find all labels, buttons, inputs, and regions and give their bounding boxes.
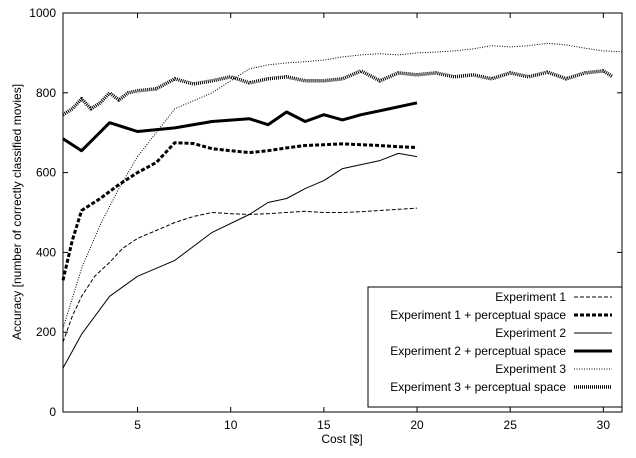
series-line-2 (61, 141, 418, 281)
x-tick-label: 5 (134, 418, 141, 432)
series-line-1 (62, 207, 418, 343)
x-tick-label: 15 (317, 418, 331, 432)
y-axis-label: Accuracy [number of correctly classified… (10, 84, 24, 340)
series-line-6 (62, 69, 614, 117)
legend-label-1: Experiment 1 (495, 290, 566, 304)
y-tick-label: 200 (36, 325, 56, 339)
series-line-3 (62, 152, 418, 369)
legend-label-2: Experiment 1 + perceptual space (390, 308, 566, 322)
x-axis-label: Cost [$] (321, 432, 362, 446)
legend-label-4: Experiment 2 + perceptual space (390, 344, 566, 358)
x-tick-label: 10 (224, 418, 238, 432)
y-tick-label: 400 (36, 245, 56, 259)
x-tick-label: 25 (504, 418, 518, 432)
y-tick-label: 600 (36, 166, 56, 180)
legend-box (367, 286, 623, 408)
y-tick-label: 1000 (29, 6, 56, 20)
legend: Experiment 1 Experiment 1 + perceptual sp… (367, 286, 623, 408)
y-tick-label: 0 (49, 405, 56, 419)
x-tick-label: 20 (410, 418, 424, 432)
x-tick-label: 30 (597, 418, 611, 432)
legend-label-3: Experiment 2 (495, 326, 566, 340)
series-line-5 (62, 42, 623, 329)
y-tick-label: 800 (36, 86, 56, 100)
legend-label-6: Experiment 3 + perceptual space (390, 380, 566, 394)
series-line-4 (62, 101, 418, 153)
legend-label-5: Experiment 3 (495, 362, 566, 376)
plot-frame (62, 12, 623, 413)
